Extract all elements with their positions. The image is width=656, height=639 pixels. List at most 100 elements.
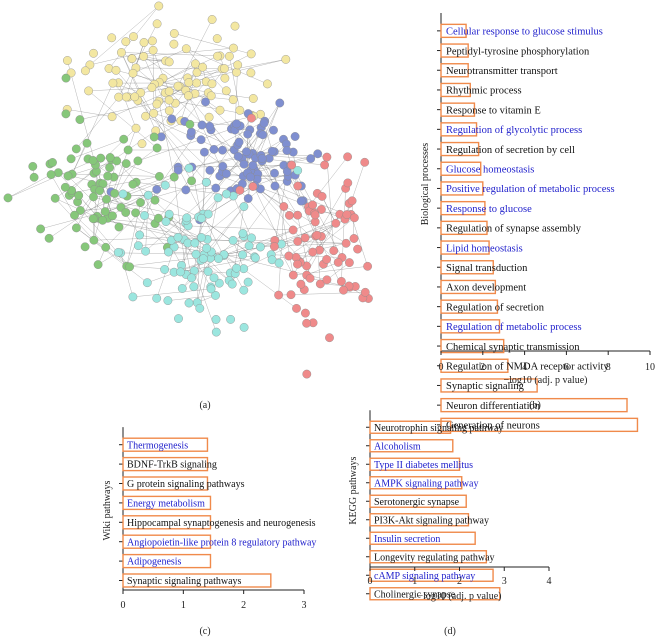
bar (369, 439, 454, 453)
network-node (129, 32, 138, 41)
network-node (152, 184, 162, 194)
network-node (274, 258, 284, 268)
network-node (121, 92, 131, 102)
category-label: Serotonergic synapse (374, 497, 460, 508)
bar (440, 200, 486, 216)
network-node (164, 57, 174, 67)
network-node (211, 315, 221, 324)
network-node (349, 234, 359, 243)
network-node (343, 178, 353, 188)
network-edge (229, 56, 240, 111)
network-node (201, 97, 210, 107)
category-label: Adipogenesis (127, 557, 182, 568)
network-node (258, 130, 268, 140)
network-edge (278, 206, 284, 296)
network-node (247, 233, 256, 243)
bar (369, 494, 467, 508)
network-node (224, 51, 234, 61)
network-node (269, 242, 279, 251)
network-node (133, 156, 143, 166)
network-edge (71, 83, 114, 175)
network-node (135, 230, 145, 240)
network-edge (132, 48, 187, 74)
network-edge (167, 295, 216, 301)
network-node (75, 115, 85, 125)
bar (440, 122, 478, 137)
network-node (89, 192, 98, 202)
network-edge (262, 158, 298, 216)
network-node (196, 135, 206, 145)
bar (369, 420, 452, 434)
network-node (29, 172, 39, 182)
network-node (235, 105, 245, 115)
network-node (275, 98, 285, 108)
category-label: Synaptic signaling (446, 381, 525, 392)
bar (440, 23, 467, 39)
network-node (211, 327, 221, 337)
network-node (100, 207, 110, 217)
network-node (206, 91, 216, 101)
network-node (108, 211, 117, 221)
network-node (270, 181, 280, 191)
network-node (198, 254, 208, 264)
network-node (230, 21, 240, 31)
bar (440, 161, 482, 176)
network-node (274, 290, 283, 300)
network-node (164, 106, 174, 116)
network-node (102, 194, 111, 204)
x-tick-label: 4 (522, 362, 527, 373)
network-edge (93, 218, 202, 238)
network-node (209, 273, 219, 283)
network-edge (145, 187, 216, 252)
network-node (226, 314, 236, 324)
network-edge (209, 116, 254, 127)
bar (122, 553, 212, 569)
x-tick-label: 3 (302, 600, 307, 611)
network-node (218, 161, 228, 171)
network-node (110, 188, 120, 198)
bar (122, 456, 209, 472)
network-node (160, 180, 170, 190)
network-node (89, 235, 99, 245)
category-label: Insulin secretion (374, 534, 440, 545)
network-node (329, 246, 339, 256)
category-label: Regulation of NMDA receptor activity (446, 362, 609, 373)
network-node (85, 60, 95, 70)
network-node (201, 177, 211, 187)
network-node (203, 209, 213, 219)
network-edge (170, 81, 207, 122)
x-tick-label: 2 (241, 600, 246, 611)
network-node (114, 222, 124, 232)
network-edge (80, 207, 121, 211)
network-edge (137, 100, 211, 171)
network-node (300, 233, 310, 243)
network-edge (321, 196, 336, 224)
network-edge (132, 184, 199, 218)
network-edge (145, 116, 223, 151)
network-node (113, 247, 123, 257)
network-node (177, 284, 187, 293)
network-node (148, 45, 158, 55)
network-node (360, 157, 370, 167)
network-node (152, 99, 162, 109)
bar (440, 141, 480, 157)
network-edge (326, 262, 350, 280)
network-node (118, 189, 128, 199)
network-edge (88, 87, 152, 92)
network-edge (252, 130, 274, 154)
network-node (131, 208, 141, 218)
network-node (293, 236, 303, 246)
category-label: Peptidyl-tyrosine phosphorylation (446, 46, 590, 57)
network-node (245, 172, 255, 182)
network-node (302, 369, 312, 379)
bar (440, 43, 469, 58)
network-edge (67, 60, 96, 165)
network-node (235, 185, 245, 195)
bar (122, 573, 272, 588)
bar (440, 338, 505, 354)
network-node (150, 195, 160, 205)
bar (440, 299, 499, 314)
network-edge (74, 215, 130, 267)
x-axis-title: −log10 (adj. p value) (418, 591, 502, 602)
network-node (128, 68, 138, 78)
